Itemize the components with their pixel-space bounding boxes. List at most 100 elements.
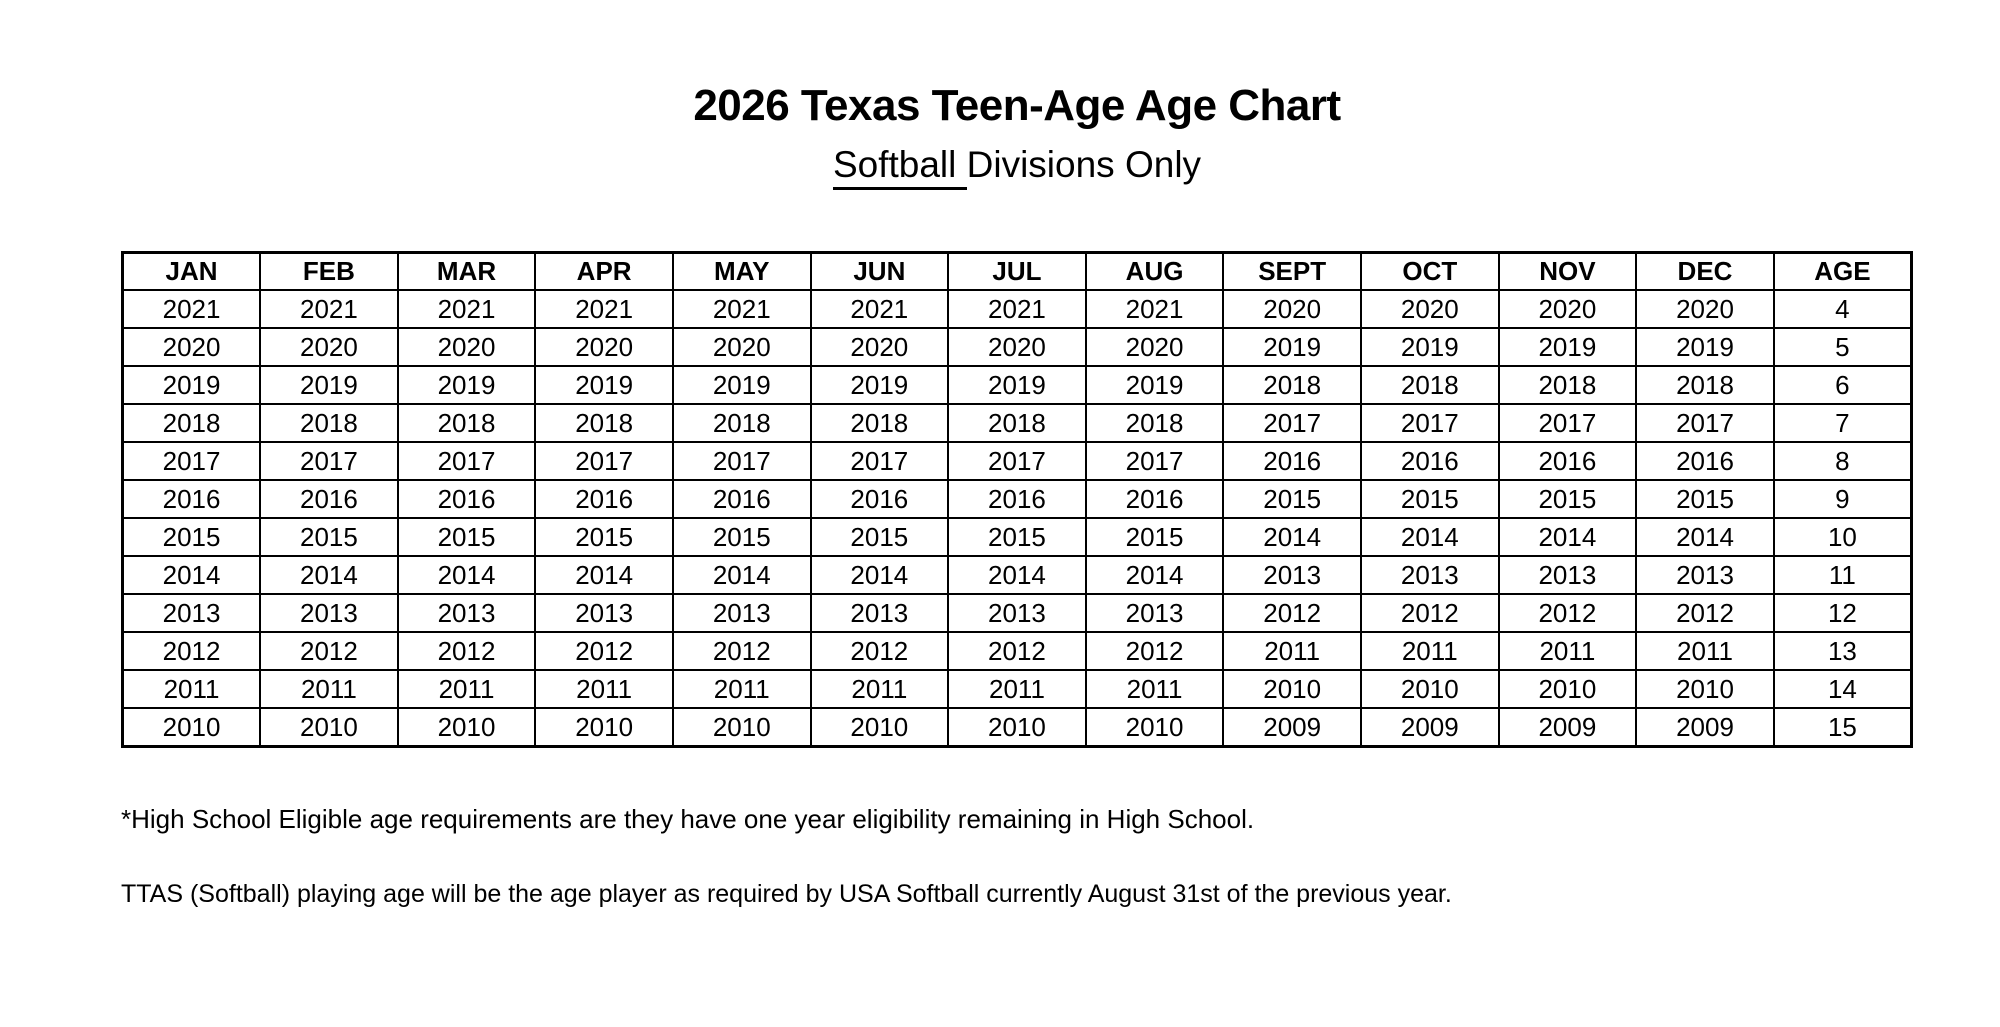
age-cell: 6 (1772, 365, 1913, 406)
birth-year-cell: 2013 (1497, 555, 1638, 596)
birth-year-cell: 2019 (1084, 365, 1225, 406)
page-subtitle: Softball Divisions Only (121, 144, 1913, 191)
birth-year-cell: 2021 (121, 289, 262, 330)
birth-year-cell: 2017 (1084, 441, 1225, 482)
birth-year-cell: 2017 (671, 441, 812, 482)
birth-year-cell: 2010 (396, 707, 537, 748)
birth-year-cell: 2014 (1635, 517, 1775, 558)
table-row: 2019 2019 2019 2019 2019 2019 2019 2019 2018 2018… (121, 365, 1913, 406)
birth-year-cell: 2016 (1222, 441, 1362, 482)
birth-year-cell: 2014 (259, 555, 399, 596)
birth-year-cell: 2020 (809, 327, 950, 368)
birth-year-cell: 2014 (121, 555, 262, 596)
birth-year-cell: 2015 (947, 517, 1087, 558)
birth-year-cell: 2014 (396, 555, 537, 596)
table-row: 2016 2016 2016 2016 2016 2016 2016 2016 2015 2015… (121, 479, 1913, 520)
table-body: 2021 2021 2021 2021 2021 2021 2021 2021 2020 2020… (121, 289, 1913, 748)
age-cell: 5 (1772, 327, 1913, 368)
birth-year-cell: 2019 (396, 365, 537, 406)
column-header-oct: OCT (1359, 251, 1500, 292)
birth-year-cell: 2011 (1359, 631, 1500, 672)
birth-year-cell: 2012 (671, 631, 812, 672)
page-title: 2026 Texas Teen-Age Age Chart (693, 81, 1341, 130)
birth-year-cell: 2012 (396, 631, 537, 672)
birth-year-cell: 2011 (1084, 669, 1225, 710)
birth-year-cell: 2011 (396, 669, 537, 710)
birth-year-cell: 2011 (121, 669, 262, 710)
birth-year-cell: 2014 (1222, 517, 1362, 558)
birth-year-cell: 2016 (259, 479, 399, 520)
birth-year-cell: 2017 (121, 441, 262, 482)
subtitle-rest: Divisions Only (966, 144, 1202, 186)
birth-year-cell: 2015 (809, 517, 950, 558)
birth-year-cell: 2017 (947, 441, 1087, 482)
birth-year-cell: 2019 (1497, 327, 1638, 368)
birth-year-cell: 2015 (671, 517, 812, 558)
birth-year-cell: 2021 (396, 289, 537, 330)
age-cell: 4 (1772, 289, 1913, 330)
birth-year-cell: 2017 (534, 441, 674, 482)
table-row: 2011 2011 2011 2011 2011 2011 2011 2011 2010 2010… (121, 669, 1913, 710)
age-cell: 7 (1772, 403, 1913, 444)
birth-year-cell: 2015 (534, 517, 674, 558)
birth-year-cell: 2019 (121, 365, 262, 406)
birth-year-cell: 2018 (1222, 365, 1362, 406)
birth-year-cell: 2014 (534, 555, 674, 596)
birth-year-cell: 2017 (1222, 403, 1362, 444)
birth-year-cell: 2016 (1497, 441, 1638, 482)
age-chart-table: JAN FEB MAR APR MAY JUN JUL AUG SEPT OCT NOV DEC AGE… (121, 250, 1913, 748)
birth-year-cell: 2010 (809, 707, 950, 748)
age-cell: 15 (1772, 707, 1913, 748)
birth-year-cell: 2011 (1635, 631, 1775, 672)
age-cell: 10 (1772, 517, 1913, 558)
birth-year-cell: 2020 (1497, 289, 1638, 330)
birth-year-cell: 2020 (671, 327, 812, 368)
birth-year-cell: 2009 (1635, 707, 1775, 748)
birth-year-cell: 2012 (259, 631, 399, 672)
column-header-jan: JAN (121, 251, 262, 292)
footnote-ttas: TTAS (Softball) playing age will be the … (121, 880, 1452, 909)
birth-year-cell: 2016 (396, 479, 537, 520)
birth-year-cell: 2015 (1084, 517, 1225, 558)
column-header-mar: MAR (396, 251, 537, 292)
birth-year-cell: 2019 (534, 365, 674, 406)
birth-year-cell: 2010 (259, 707, 399, 748)
table-row: 2015 2015 2015 2015 2015 2015 2015 2015 2014 2014… (121, 517, 1913, 558)
birth-year-cell: 2016 (1084, 479, 1225, 520)
birth-year-cell: 2016 (809, 479, 950, 520)
birth-year-cell: 2015 (396, 517, 537, 558)
birth-year-cell: 2013 (1084, 593, 1225, 634)
birth-year-cell: 2013 (671, 593, 812, 634)
age-cell: 11 (1772, 555, 1913, 596)
birth-year-cell: 2017 (1359, 403, 1500, 444)
birth-year-cell: 2013 (396, 593, 537, 634)
age-cell: 14 (1772, 669, 1913, 710)
birth-year-cell: 2015 (1497, 479, 1638, 520)
birth-year-cell: 2011 (259, 669, 399, 710)
birth-year-cell: 2017 (1497, 403, 1638, 444)
birth-year-cell: 2021 (259, 289, 399, 330)
birth-year-cell: 2020 (121, 327, 262, 368)
age-cell: 8 (1772, 441, 1913, 482)
column-header-feb: FEB (259, 251, 399, 292)
birth-year-cell: 2021 (947, 289, 1087, 330)
birth-year-cell: 2020 (396, 327, 537, 368)
birth-year-cell: 2014 (671, 555, 812, 596)
birth-year-cell: 2016 (1359, 441, 1500, 482)
column-header-dec: DEC (1635, 251, 1775, 292)
birth-year-cell: 2013 (947, 593, 1087, 634)
birth-year-cell: 2012 (534, 631, 674, 672)
table-header-row: JAN FEB MAR APR MAY JUN JUL AUG SEPT OCT NOV DEC AGE (121, 251, 1913, 292)
birth-year-cell: 2009 (1497, 707, 1638, 748)
birth-year-cell: 2019 (1359, 327, 1500, 368)
birth-year-cell: 2010 (1497, 669, 1638, 710)
table-row: 2020 2020 2020 2020 2020 2020 2020 2020 2019 2019… (121, 327, 1913, 368)
birth-year-cell: 2011 (1497, 631, 1638, 672)
birth-year-cell: 2014 (1084, 555, 1225, 596)
birth-year-cell: 2018 (809, 403, 950, 444)
table-row: 2021 2021 2021 2021 2021 2021 2021 2021 2020 2020… (121, 289, 1913, 330)
birth-year-cell: 2014 (1497, 517, 1638, 558)
birth-year-cell: 2020 (1359, 289, 1500, 330)
age-cell: 12 (1772, 593, 1913, 634)
birth-year-cell: 2013 (1359, 555, 1500, 596)
